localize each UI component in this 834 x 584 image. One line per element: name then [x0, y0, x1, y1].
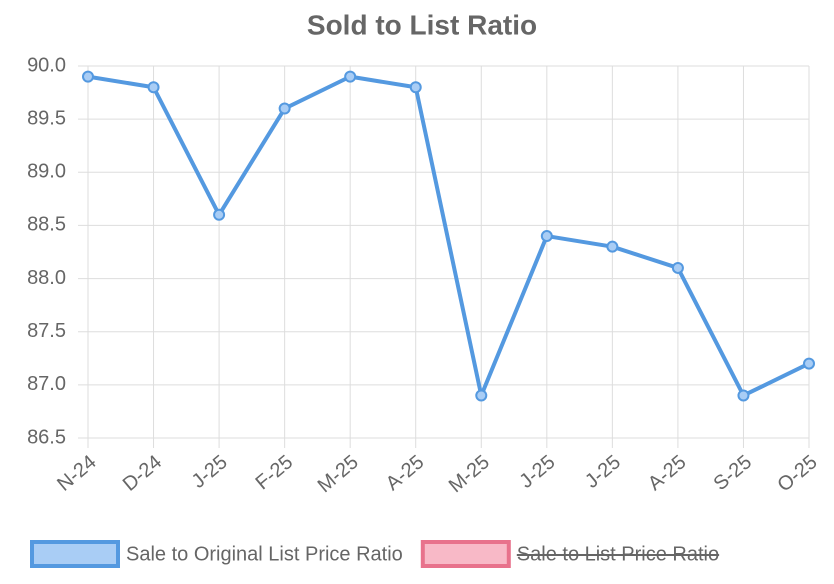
x-tick-label: N-24: [53, 451, 100, 496]
y-tick-label: 89.5: [27, 107, 66, 129]
data-point: [803, 357, 815, 370]
y-tick-label: 87.0: [27, 373, 66, 395]
data-point: [540, 230, 553, 243]
data-point: [606, 240, 619, 253]
data-point: [671, 261, 684, 274]
y-tick-label: 88.5: [27, 214, 66, 236]
data-point: [344, 70, 357, 83]
x-tick-label: D-24: [119, 451, 166, 496]
x-tick-label: O-25: [773, 451, 821, 496]
data-point: [213, 208, 226, 221]
data-point: [278, 102, 291, 115]
data-point: [147, 81, 160, 94]
series-line: [87, 74, 810, 398]
data-point: [82, 70, 94, 83]
legend-item: Sale to Original List Price Ratio: [30, 540, 403, 568]
x-tick-label: A-25: [644, 451, 691, 495]
x-tick-label: A-25: [382, 451, 429, 495]
legend-swatch: [420, 540, 511, 568]
chart-title: Sold to List Ratio: [307, 9, 537, 40]
y-tick-label: 86.5: [27, 426, 66, 448]
legend-item: Sale to List Price Ratio: [420, 540, 720, 568]
data-point: [409, 81, 422, 94]
y-tick-label: 87.5: [27, 320, 66, 342]
data-point: [737, 389, 750, 402]
legend-swatch: [30, 540, 120, 568]
legend-label: Sale to Original List Price Ratio: [126, 543, 403, 565]
x-tick-label: J-25: [515, 451, 559, 493]
y-tick-label: 88.0: [27, 267, 66, 289]
y-tick-label: 89.0: [27, 161, 66, 183]
x-tick-label: J-25: [188, 451, 232, 493]
x-tick-label: S-25: [710, 451, 757, 495]
y-tick-label: 90.0: [27, 54, 66, 76]
x-tick-label: F-25: [252, 451, 298, 494]
x-tick-label: M-25: [314, 451, 363, 497]
data-point: [475, 389, 488, 402]
x-tick-label: J-25: [581, 451, 625, 493]
x-tick-label: M-25: [445, 451, 494, 497]
